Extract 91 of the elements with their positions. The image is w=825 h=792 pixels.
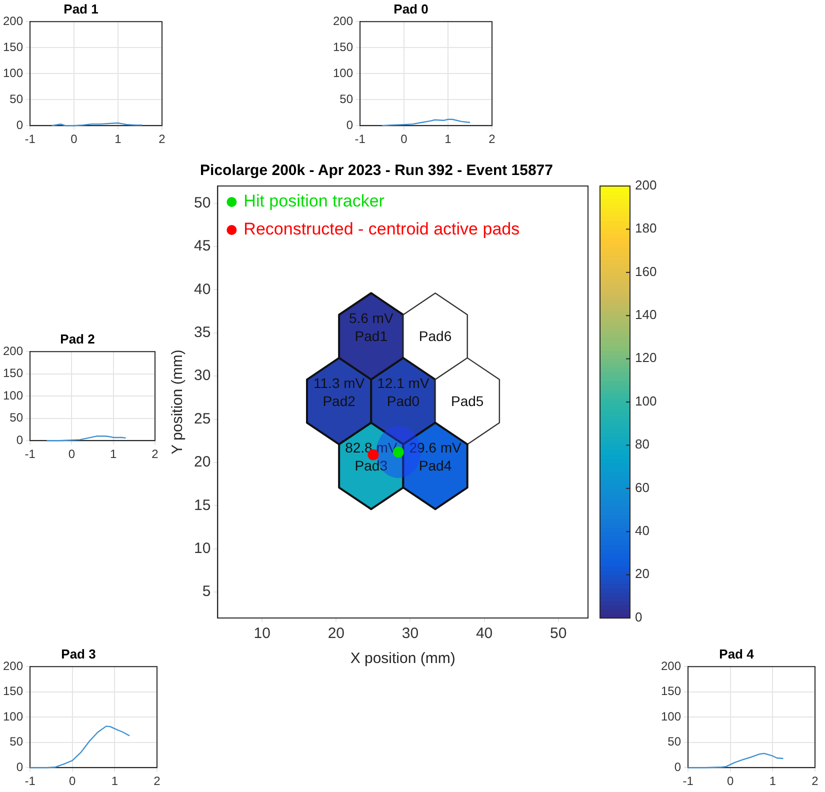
y-tick-label: 200 (2, 658, 24, 673)
color-bar-label: 20 (635, 566, 650, 582)
x-axis-title: X position (mm) (350, 650, 456, 668)
category-label: Pad2 (322, 392, 356, 409)
x-tick-label: 0 (69, 774, 76, 788)
y-tick-label: 200 (660, 658, 682, 673)
x-tick-label: 1 (114, 132, 122, 146)
y-tick-label: 50 (668, 734, 682, 749)
y-tick-label: 50 (340, 92, 354, 106)
category-label: Pad1 (354, 328, 388, 344)
y-tick-label: 30 (194, 367, 211, 384)
y-tick-label: 5 (202, 583, 211, 600)
y-tick-label: 100 (2, 66, 24, 80)
y-tick-label: 0 (16, 432, 24, 447)
x-tick-label: 1 (444, 132, 452, 146)
y-tick-label: 150 (332, 40, 354, 54)
color-bar-label: 160 (635, 264, 657, 279)
category-label: Pad5 (451, 392, 484, 409)
data-label: 82.8 mV (345, 440, 398, 456)
y-tick-label: 200 (2, 344, 24, 358)
chart-title: Picolarge 200k - Apr 2023 - Run 392 - Event 15877 (200, 162, 553, 180)
color-bar-label: 180 (635, 220, 657, 236)
x-tick-label: 50 (550, 625, 567, 642)
chart-title: Pad 1 (64, 1, 98, 16)
chart-title: Pad 0 (394, 1, 428, 16)
color-bar-label: 200 (635, 177, 657, 192)
y-tick-label: 50 (10, 734, 24, 749)
x-tick-label: -1 (24, 132, 36, 146)
data-label: 12.1 mV (377, 374, 430, 391)
data-label: 5.6 mV (348, 310, 394, 326)
data-label: 11.3 mV (314, 374, 366, 391)
legend-label: Reconstructed - centroid active pads (244, 220, 520, 239)
y-tick-label: 150 (660, 684, 682, 698)
y-axis-title: Y position (mm) (169, 350, 186, 454)
y-tick-label: 100 (2, 388, 24, 402)
color-bar-label: 100 (635, 393, 657, 408)
y-tick-label: 200 (332, 14, 354, 28)
data-label: 29.6 mV (409, 440, 462, 456)
y-tick-label: 0 (16, 118, 24, 132)
color-bar-label: 40 (635, 523, 650, 538)
y-tick-label: 25 (194, 410, 211, 428)
x-tick-label: 2 (812, 774, 819, 788)
color-bar-label: 140 (635, 307, 657, 322)
y-tick-label: 40 (194, 280, 211, 298)
y-tick-label: 150 (2, 366, 24, 380)
chart-title: Pad 4 (719, 646, 755, 662)
color-bar-label: 120 (635, 350, 657, 366)
x-tick-label: 2 (152, 447, 159, 462)
x-tick-label: 0 (400, 132, 408, 146)
category-label: Pad4 (418, 458, 452, 474)
category-label: Pad6 (418, 328, 452, 344)
category-label: Pad0 (386, 392, 420, 409)
x-tick-label: 1 (769, 774, 776, 788)
y-tick-label: 100 (2, 709, 24, 724)
y-tick-label: 50 (194, 194, 211, 212)
color-bar-label: 80 (635, 436, 650, 452)
x-tick-label: 30 (402, 625, 419, 642)
color-bar-label: 60 (635, 480, 650, 495)
x-tick-label: -1 (682, 774, 694, 788)
y-tick-label: 15 (194, 496, 211, 514)
y-tick-label: 150 (2, 684, 24, 698)
x-tick-label: -1 (24, 447, 36, 462)
chart-title: Pad 2 (60, 331, 95, 346)
y-tick-label: 0 (346, 118, 354, 132)
legend-label: Hit position tracker (244, 192, 385, 211)
x-tick-label: 2 (158, 132, 166, 146)
x-tick-label: 40 (476, 625, 493, 642)
color-bar-label: 0 (635, 609, 642, 624)
y-tick-label: 100 (332, 66, 354, 80)
y-tick-label: 200 (2, 14, 24, 28)
y-tick-label: 50 (10, 92, 24, 106)
x-tick-label: 1 (110, 447, 117, 462)
x-tick-label: 0 (727, 774, 734, 788)
y-tick-label: 35 (194, 324, 211, 342)
category-label: Pad3 (354, 458, 388, 474)
x-tick-label: 10 (254, 625, 270, 642)
x-tick-label: 2 (488, 132, 496, 146)
y-tick-label: 50 (10, 410, 24, 425)
x-tick-label: 2 (154, 774, 161, 788)
x-tick-label: 1 (111, 774, 118, 788)
y-tick-label: 0 (16, 760, 24, 774)
y-tick-label: 45 (194, 238, 211, 255)
y-tick-label: 0 (674, 760, 682, 774)
x-tick-label: -1 (24, 774, 36, 788)
y-tick-label: 150 (2, 40, 24, 54)
y-tick-label: 10 (194, 540, 211, 558)
x-tick-label: -1 (354, 132, 366, 146)
x-tick-label: 0 (68, 447, 76, 462)
x-tick-label: 0 (70, 132, 78, 146)
y-tick-label: 100 (660, 709, 682, 724)
chart-title: Pad 3 (61, 646, 96, 662)
